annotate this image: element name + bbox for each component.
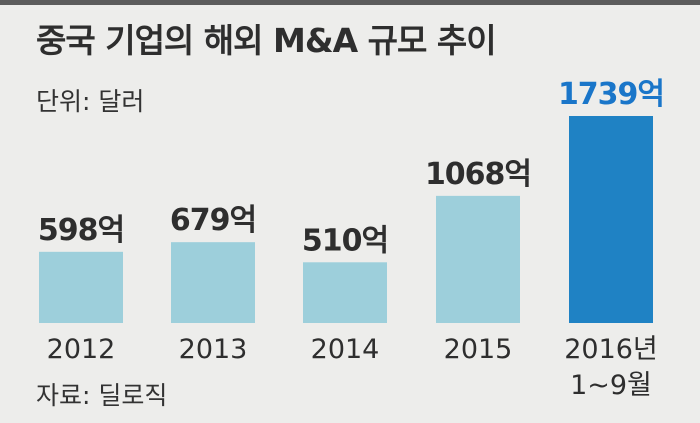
data-label-2016년: 1739억 (558, 77, 664, 112)
x-tick-label-2015: 2015 (444, 334, 513, 365)
x-tick-label-2012: 2012 (47, 334, 116, 365)
source-label: 자료: 딜로직 (36, 381, 168, 410)
x-tick-label-2013: 2013 (179, 334, 248, 365)
top-rule (0, 0, 700, 5)
unit-label: 단위: 달러 (36, 87, 145, 116)
data-label-2015: 1068억 (425, 157, 531, 192)
bar-2015 (436, 195, 520, 323)
data-label-2012: 598억 (38, 213, 124, 248)
x-tick-label-2014: 2014 (311, 334, 380, 365)
data-label-2014: 510억 (302, 223, 388, 258)
data-label-2013: 679억 (170, 203, 256, 238)
x-tick-label-2016년: 2016년 (564, 334, 658, 365)
bar-2013 (171, 242, 255, 323)
bar-2016년 (569, 116, 653, 323)
bar-2014 (303, 262, 387, 323)
x-tick-sublabel-2016년: 1~9월 (570, 370, 652, 401)
chart-title: 중국 기업의 해외 M&A 규모 추이 (36, 21, 497, 60)
bar-2012 (39, 251, 123, 323)
